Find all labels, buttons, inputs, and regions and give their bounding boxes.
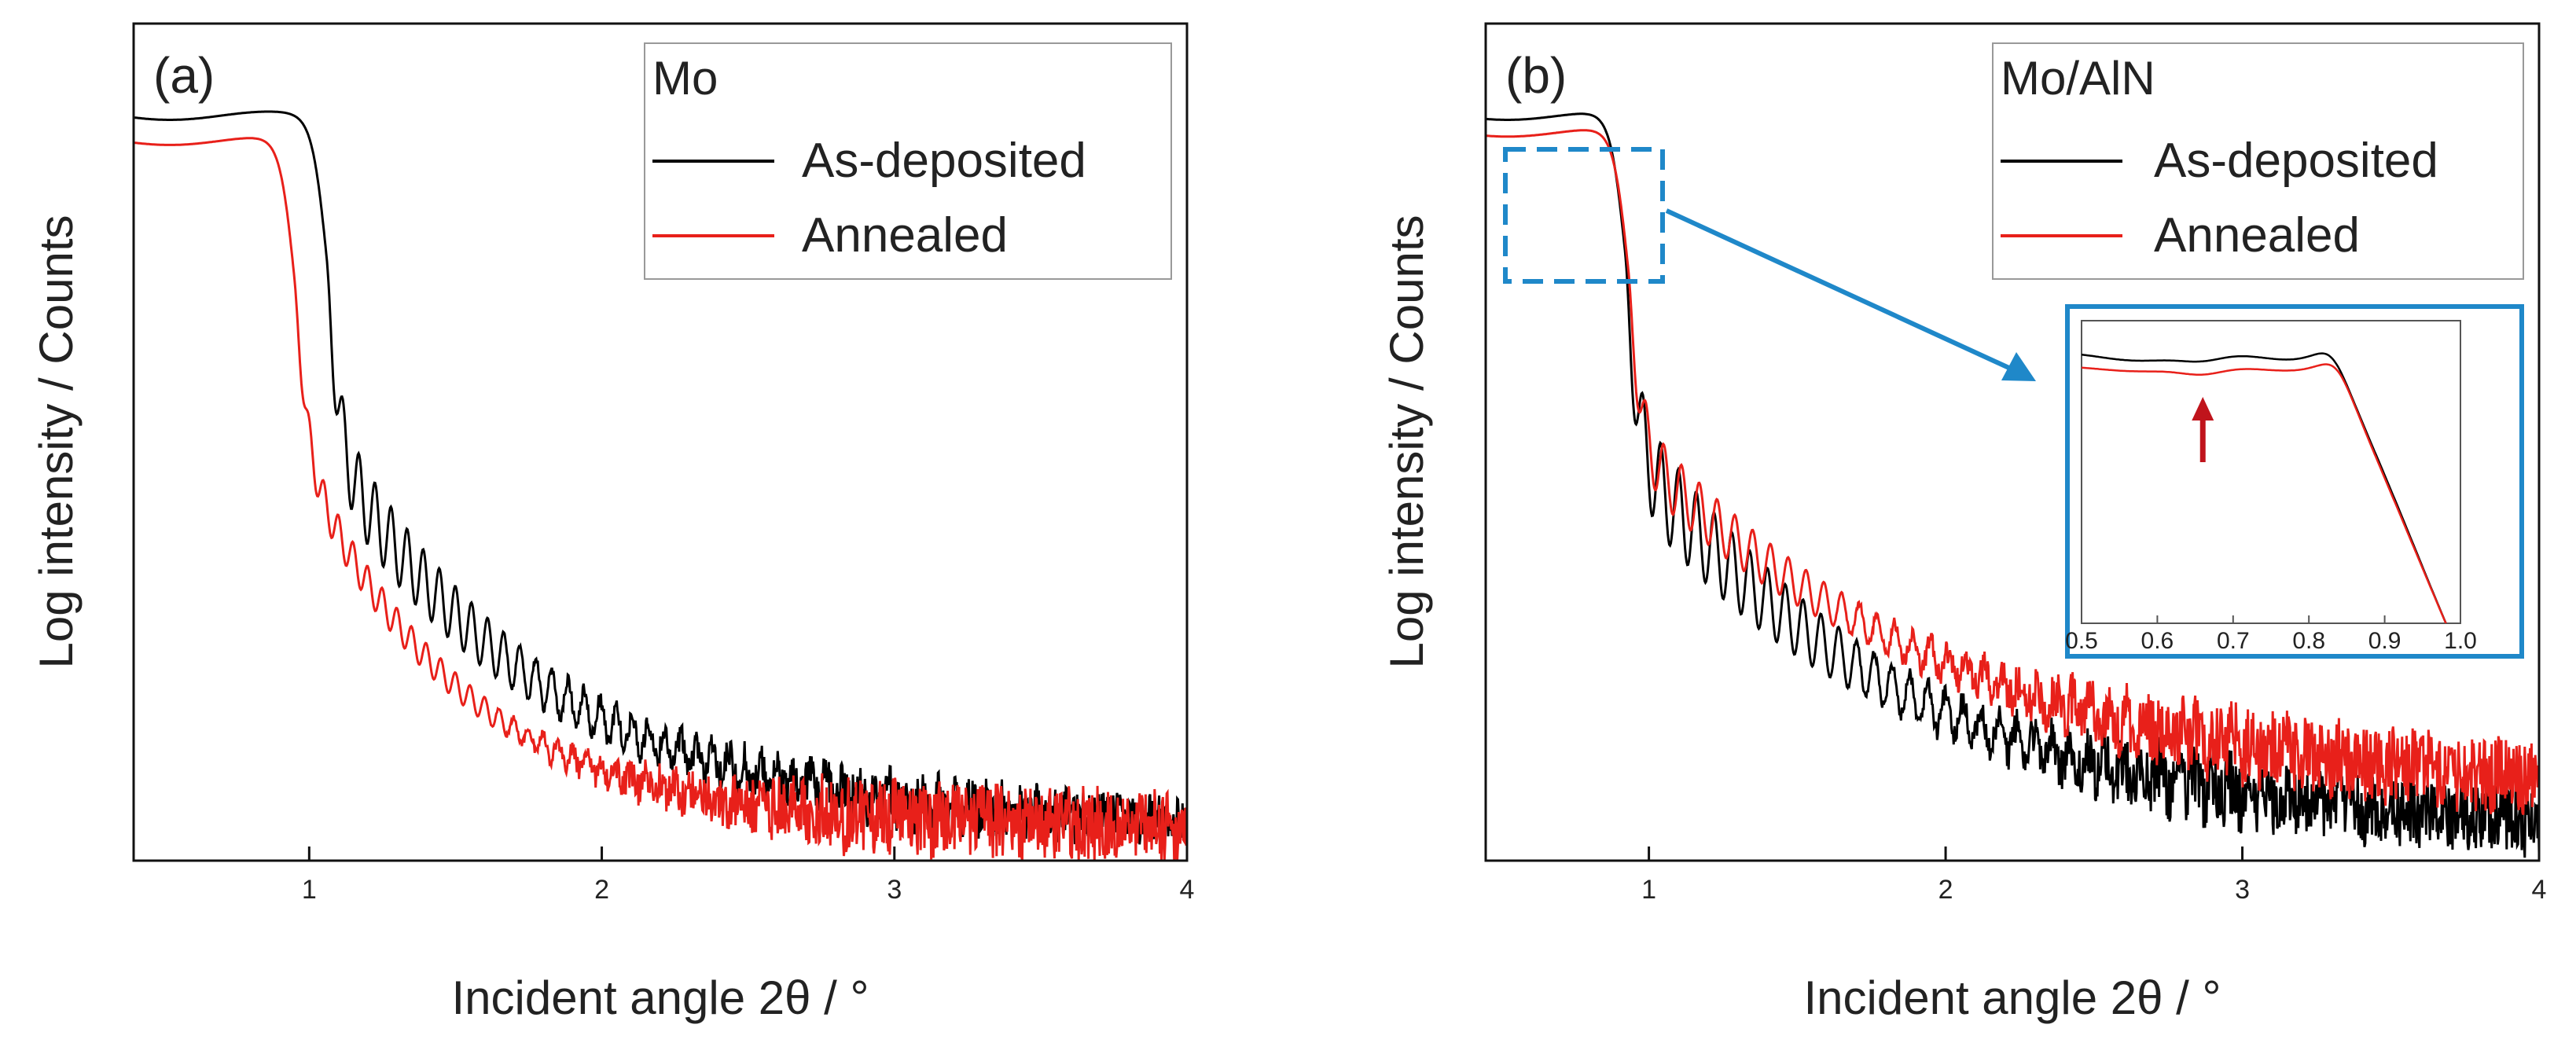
panel-a-x-tick-label: 3 (887, 875, 902, 905)
panel-a-series-group (134, 110, 1187, 861)
panel-b-highlight-box (1503, 147, 1665, 284)
panel-b-x-tick-label: 2 (1938, 875, 1953, 905)
panel-b-inset-x-ticks: 0.5 0.6 0.7 0.8 0.9 1.0 (2065, 615, 2477, 654)
panel-b-inset-series-group (2082, 352, 2447, 623)
panel-b-inset: 0.5 0.6 0.7 0.8 0.9 1.0 (2065, 304, 2524, 659)
panel-a-x-axis-title: Incident angle 2θ / ° (451, 971, 869, 1024)
panel-b-inset-arrow-head (2192, 397, 2214, 420)
panel-b-inset-plot-frame (2081, 320, 2461, 624)
panel-b-legend-as-deposited: As-deposited (2154, 134, 2438, 188)
panel-b-x-tick-label: 3 (2235, 875, 2250, 905)
panel-b-x-tick-label: 1 (1641, 875, 1656, 905)
panel-a-x-tick-label: 2 (594, 875, 609, 905)
panel-a-legend-annealed: Annealed (802, 208, 1008, 263)
panel-a-legend-title: Mo (652, 52, 718, 105)
panel-a-as-deposited-line (134, 110, 1187, 845)
panel-b-y-axis-title: Log intensity / Counts (1380, 215, 1433, 668)
panel-b-x-tick-label: 4 (2532, 875, 2547, 905)
panel-b-series-group (1486, 112, 2539, 858)
panel-b-legend-annealed: Annealed (2154, 208, 2360, 263)
panel-b-inset-x-tick-label: 0.7 (2217, 628, 2250, 654)
panel-b-plot-frame (1484, 22, 2541, 862)
panel-a-x-ticks: 1 2 3 4 (302, 847, 1195, 905)
panel-b-legend-title: Mo/AlN (2001, 52, 2155, 105)
panel-b-legend: Mo/AlN As-deposited Annealed (1992, 42, 2524, 280)
panel-a-annealed-line (134, 137, 1187, 861)
panel-b-inset-x-tick-label: 0.6 (2141, 628, 2174, 654)
panel-a-plot-frame (132, 22, 1189, 862)
panel-a-legend: Mo As-deposited Annealed (644, 42, 1172, 280)
panel-a-label: (a) (153, 47, 215, 104)
panel-b-annealed-line (1486, 129, 2539, 816)
panel-b-inset-annealed-line (2082, 363, 2447, 623)
panel-b-x-ticks: 1 2 3 4 (1641, 847, 2546, 905)
panel-a-y-axis-title: Log intensity / Counts (30, 215, 83, 668)
panel-b-inset-x-tick-label: 0.8 (2292, 628, 2325, 654)
panel-b-inset-arrow-annotation (2192, 397, 2214, 462)
panel-b-x-axis-title: Incident angle 2θ / ° (1803, 971, 2221, 1024)
panel-b-inset-x-tick-label: 0.9 (2368, 628, 2401, 654)
panel-b-inset-as-deposited-line (2082, 352, 2447, 623)
panel-b-label: (b) (1505, 47, 1567, 104)
panel-b-inset-border (2065, 304, 2524, 659)
panel-a-x-tick-label: 4 (1180, 875, 1195, 905)
panel-a: 1 2 3 4 (a) Mo As-deposited Annealed Log in… (30, 22, 1195, 1024)
panel-a-legend-as-deposited: As-deposited (802, 134, 1086, 188)
panel-b-inset-connector-arrowhead (2001, 352, 2036, 381)
panel-b-inset-x-tick-label: 1.0 (2444, 628, 2477, 654)
panel-b-inset-x-tick-label: 0.5 (2065, 628, 2098, 654)
panel-b: 1 2 3 4 (b) Mo/AlN As-deposited Annealed 0.… (1380, 22, 2546, 1024)
panel-a-x-tick-label: 1 (302, 875, 317, 905)
panel-b-inset-connector-arrow (1665, 208, 2014, 372)
panel-b-as-deposited-line (1486, 112, 2539, 858)
